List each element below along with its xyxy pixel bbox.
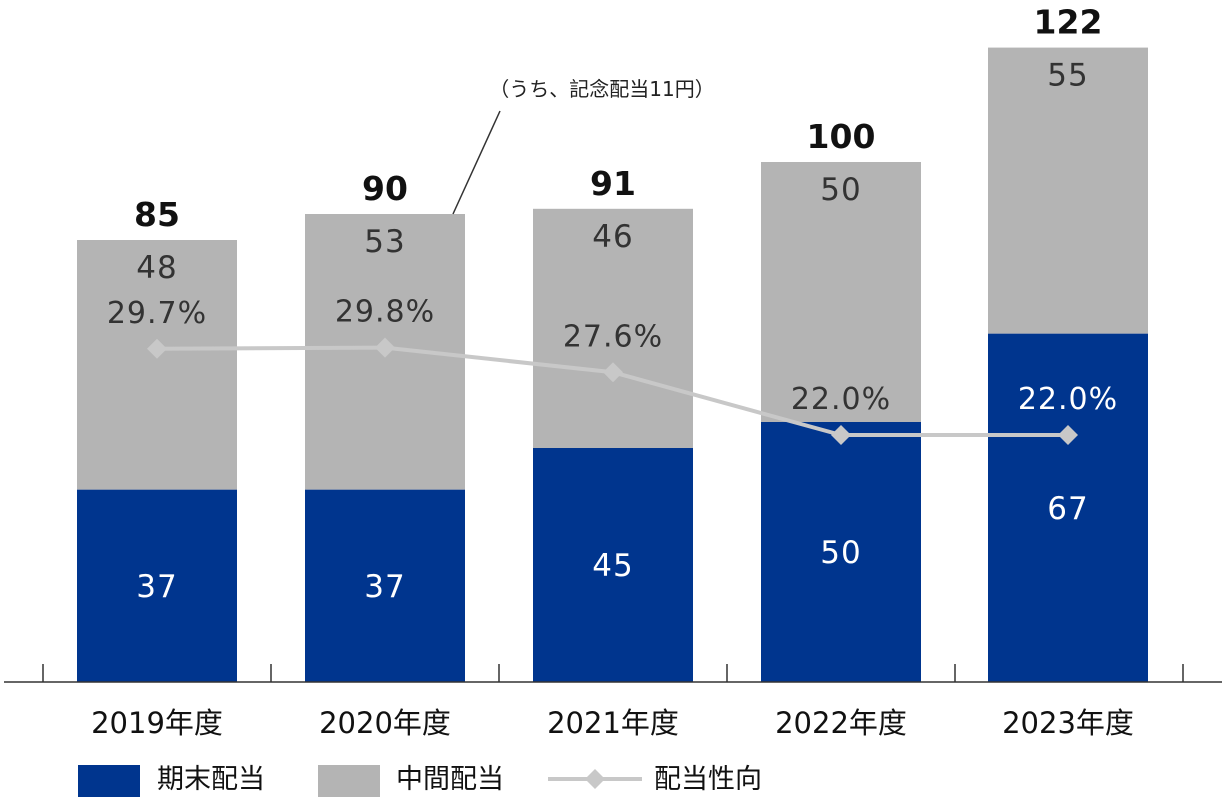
totals-layer: 85 90 91 100 122 (134, 3, 1102, 234)
segment-value-label: 46 (592, 219, 633, 255)
x-axis (4, 664, 1222, 683)
segment-value-label: 48 (136, 250, 177, 286)
category-label: 2021年度 (547, 706, 679, 740)
payout-ratio-line-layer: 29.7% 29.8% 27.6% 22.0% 22.0% (107, 295, 1118, 445)
total-value-label: 91 (590, 164, 636, 203)
payout-ratio-label: 29.7% (107, 296, 207, 331)
segment-value-label: 45 (592, 548, 633, 584)
total-value-label: 85 (134, 195, 180, 234)
payout-ratio-marker (831, 425, 851, 445)
segment-value-label: 37 (364, 569, 405, 605)
segment-value-label: 67 (1047, 491, 1088, 527)
bar-segment-kimatsu (533, 448, 693, 682)
bar-segment-chukan (761, 162, 921, 422)
category-label: 2022年度 (775, 706, 907, 740)
bar-segment-kimatsu (77, 489, 237, 682)
bar-segment-kimatsu (761, 422, 921, 682)
segment-labels-layer: 37 48 37 53 45 46 50 50 67 55 (136, 58, 1088, 605)
payout-ratio-marker (1058, 425, 1078, 445)
bars-layer (77, 47, 1148, 682)
category-label: 2020年度 (319, 706, 451, 740)
payout-ratio-label: 29.8% (335, 295, 435, 330)
legend-label-kimatsu: 期末配当 (157, 764, 265, 795)
category-labels-layer: 2019年度 2020年度 2021年度 2022年度 2023年度 (91, 706, 1134, 740)
payout-ratio-marker (375, 337, 395, 358)
segment-value-label: 50 (820, 535, 861, 571)
bar-segment-chukan (533, 208, 693, 448)
annotation-layer: （うち、記念配当11円） (452, 77, 715, 215)
bar-segment-chukan (988, 47, 1148, 334)
payout-ratio-label: 27.6% (563, 319, 663, 354)
category-label: 2023年度 (1002, 706, 1134, 740)
legend-marker-payout (585, 769, 605, 789)
segment-value-label: 53 (364, 224, 405, 260)
legend-swatch-chukan (318, 765, 380, 797)
bar-segment-kimatsu (305, 489, 465, 682)
total-value-label: 100 (807, 117, 876, 156)
payout-ratio-label: 22.0% (1018, 382, 1118, 417)
annotation-text: （うち、記念配当11円） (489, 77, 714, 101)
category-label: 2019年度 (91, 706, 223, 740)
legend-swatch-kimatsu (78, 765, 140, 797)
total-value-label: 122 (1034, 3, 1103, 42)
segment-value-label: 55 (1047, 58, 1088, 94)
payout-ratio-marker (603, 362, 623, 383)
total-value-label: 90 (362, 169, 408, 208)
bar-segment-chukan (77, 240, 237, 490)
payout-ratio-marker (147, 338, 167, 359)
annotation-leader-line (452, 110, 501, 215)
legend-label-chukan: 中間配当 (396, 764, 504, 795)
payout-ratio-label: 22.0% (791, 382, 891, 417)
legend-label-payout: 配当性向 (654, 764, 762, 795)
segment-value-label: 50 (820, 172, 861, 208)
legend: 期末配当 中間配当 配当性向 (78, 764, 762, 797)
bar-segment-kimatsu (988, 333, 1148, 682)
segment-value-label: 37 (136, 569, 177, 605)
